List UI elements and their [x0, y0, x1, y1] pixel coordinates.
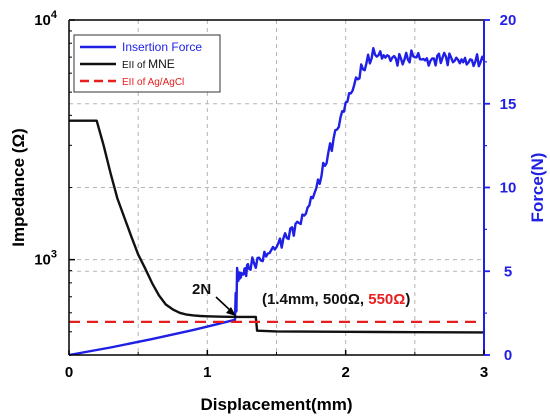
y-right-tick-label: 20	[500, 12, 517, 29]
ticks: 0 1 2 3 103 104 0 5 10 15 20	[34, 9, 516, 381]
annotations: 2N (1.4mm, 500Ω, 550Ω)	[192, 281, 410, 316]
annotation-point: (1.4mm, 500Ω, 550Ω)	[262, 291, 410, 308]
y-left-tick-label: 103	[34, 249, 57, 269]
y-right-tick-label: 5	[504, 263, 512, 280]
legend-label-1: EII of MNE	[122, 57, 175, 71]
annotation-2n: 2N	[192, 281, 211, 298]
x-axis-title: Displacement(mm)	[200, 395, 352, 414]
legend-label-0: Insertion Force	[122, 40, 202, 54]
x-tick-label: 1	[203, 364, 211, 381]
annotation-arrowhead	[226, 307, 236, 316]
x-tick-label: 3	[480, 364, 488, 381]
x-tick-label: 2	[341, 364, 349, 381]
y-right-tick-label: 0	[504, 347, 512, 364]
legend: Insertion Force EII of MNE EII of Ag/AgCl	[73, 34, 221, 93]
series-line-0	[68, 47, 486, 357]
legend-label-2: EII of Ag/AgCl	[122, 77, 184, 88]
x-tick-label: 0	[65, 364, 73, 381]
grid	[69, 20, 484, 355]
y-right-axis-title: Force(N)	[528, 153, 547, 223]
axis-titles: Displacement(mm) Impedance (Ω) Force(N)	[9, 128, 547, 414]
series-layer	[68, 47, 486, 357]
y-left-tick-label: 104	[34, 9, 58, 29]
series-line-1	[69, 119, 485, 334]
y-left-axis-title: Impedance (Ω)	[9, 128, 28, 247]
y-right-tick-label: 15	[500, 96, 517, 113]
y-right-tick-label: 10	[500, 180, 517, 197]
